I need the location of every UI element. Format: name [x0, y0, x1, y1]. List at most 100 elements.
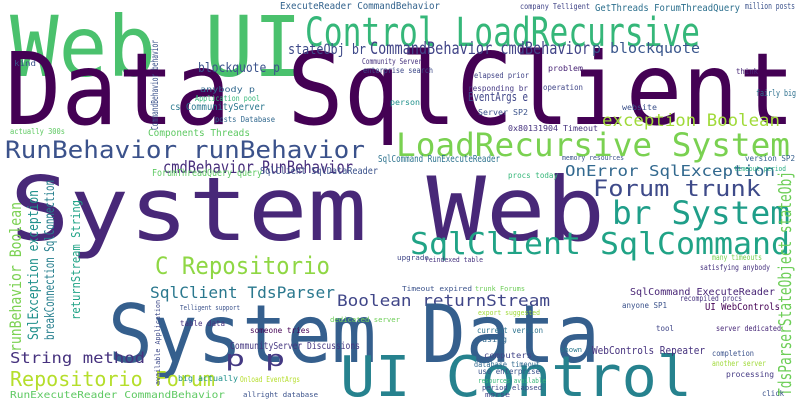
word: someone tries	[250, 326, 310, 335]
word: exception Boolean	[602, 111, 780, 131]
word: p blockquote	[592, 41, 700, 57]
word: actually 300s	[10, 127, 65, 136]
word: using	[482, 335, 507, 344]
word: computers	[484, 351, 532, 360]
word: SqlException exception	[26, 190, 42, 340]
word: resources available	[478, 377, 546, 385]
word: SqlCommand RunExecuteReader	[378, 154, 500, 165]
word: CommunityServer Discussions	[230, 341, 360, 352]
word: Boolean returnStream	[337, 291, 550, 310]
word: breakConnection SqlConnection	[43, 180, 58, 340]
word: shown	[560, 346, 582, 354]
word: posts Database	[215, 115, 275, 124]
word: CommandBehavior behavior	[150, 40, 161, 130]
word: many timeouts	[712, 253, 762, 262]
word: Data SqlClient	[5, 31, 795, 148]
word: operation	[543, 83, 583, 92]
word: ForumThreadQuery query	[152, 168, 262, 179]
word: RunExecuteReader CommandBehavior	[10, 390, 225, 400]
word: trunk Forums	[475, 285, 525, 293]
word: Repositorio Forum	[10, 367, 215, 391]
word: Control LoadRecursive	[305, 10, 700, 56]
word: problem	[548, 64, 583, 73]
word: memory resources	[562, 154, 624, 162]
word: another server	[712, 359, 766, 368]
word: completion	[712, 349, 754, 358]
word: elapsed prior	[474, 71, 529, 80]
word: UI Control	[340, 345, 692, 400]
word: GetThreads ForumThreadQuery	[595, 3, 740, 14]
word: ExecuteReader CommandBehavior	[280, 1, 440, 12]
word: version SP2	[745, 154, 795, 163]
word: Telligent support	[180, 304, 240, 312]
word: fairly big	[756, 89, 796, 99]
word: Timeout expired	[402, 285, 472, 293]
word: RunBehavior runBehavior	[5, 136, 365, 164]
word: blockquote p	[198, 61, 280, 76]
word: Onload EventArgs	[240, 375, 300, 384]
word: table data	[180, 319, 225, 328]
word: cs CommunityServer	[170, 102, 265, 113]
word: responding br	[468, 84, 528, 93]
word: br System	[612, 194, 790, 232]
word: period elapsed	[482, 384, 542, 392]
word: returnStream String	[69, 200, 83, 320]
word: million posts	[745, 2, 795, 12]
word: TdsParserStateObject stateObj	[775, 171, 796, 396]
word: SqlCommand ExecuteReader	[630, 287, 775, 298]
word: Server SP2	[478, 108, 528, 117]
word: processing	[726, 370, 774, 379]
word: available Application	[154, 300, 162, 385]
word: website	[622, 103, 657, 112]
word: click	[762, 389, 784, 398]
word: database timeout	[474, 360, 540, 369]
word: big actually	[178, 374, 238, 383]
word: Forum trunk	[593, 177, 761, 202]
word: C Repositorio	[155, 252, 330, 280]
word: reindexed table	[425, 256, 483, 264]
word: SqlClient SqlDataReader	[260, 166, 378, 177]
word: kind	[14, 59, 36, 68]
word: Community Server	[362, 57, 422, 66]
word: p p	[225, 347, 285, 372]
word: WebControls Repeater	[592, 344, 705, 357]
word: EventArgs e	[468, 90, 528, 104]
word: person	[390, 98, 420, 107]
word: 0x80131904 Timeout	[508, 124, 598, 133]
word: upgrade	[397, 254, 429, 262]
word: LoadRecursive System	[396, 126, 790, 164]
word: cmdBehavior RunBehavior	[163, 158, 353, 178]
word: SqlClient TdsParser	[150, 283, 335, 302]
word: SqlClient SqlCommand	[410, 227, 790, 262]
word: anyone SP1	[622, 301, 667, 310]
word: morse	[485, 391, 510, 399]
word: enterprise search	[363, 66, 433, 75]
word: company Telligent	[520, 2, 590, 11]
word: Web UI	[10, 0, 302, 96]
word: current version	[477, 326, 543, 335]
word: String method	[10, 349, 145, 367]
word: System Web	[10, 158, 605, 261]
word: satisfying anybody	[700, 263, 770, 272]
word: recompiled procs	[680, 294, 742, 303]
word: dedicated server	[330, 316, 400, 324]
word: System Data	[108, 288, 600, 381]
word: runBehavior Boolean	[6, 202, 25, 352]
word: server dedicated	[716, 324, 781, 333]
word: OnError SqlException	[565, 162, 775, 180]
word: procs today	[508, 171, 558, 180]
word: CommandBehavior cmdBehavior	[370, 39, 590, 59]
word: anybody p	[200, 85, 255, 94]
word: UI WebControls	[705, 302, 780, 313]
word: timeout period	[734, 165, 786, 173]
word: tool	[656, 324, 674, 333]
word: Components Threads	[148, 128, 250, 139]
word: think	[736, 67, 758, 76]
word: use enterprise	[478, 367, 540, 376]
word: Application pool	[195, 94, 260, 103]
word: stateObj br	[288, 42, 366, 58]
word: allright database	[243, 391, 318, 399]
